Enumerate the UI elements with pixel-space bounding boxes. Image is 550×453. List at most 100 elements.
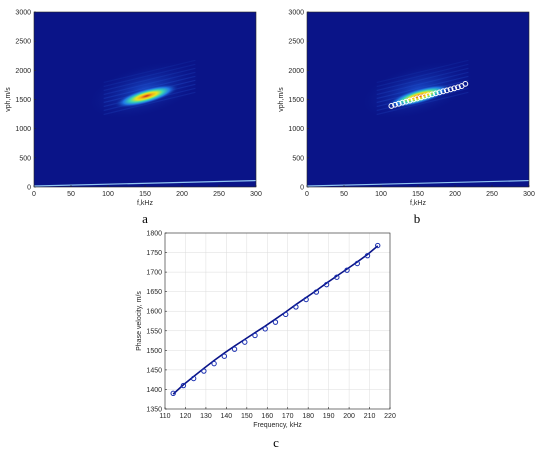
data-point <box>334 274 340 280</box>
spectrum-streak <box>103 59 196 84</box>
y-tick-label: 1600 <box>146 309 162 316</box>
y-axis-label: Phase velocity, m/s <box>136 291 143 351</box>
data-point <box>293 304 299 310</box>
x-tick-label: 210 <box>364 413 376 420</box>
y-tick-label: 2000 <box>288 68 304 75</box>
x-tick-label: 250 <box>213 191 225 198</box>
ridge-marker <box>443 87 450 94</box>
y-tick-label: 3000 <box>15 10 31 17</box>
ridge-marker <box>440 88 447 95</box>
data-point <box>201 368 207 374</box>
x-tick-label: 50 <box>67 191 75 198</box>
spectrum-streak <box>376 71 469 96</box>
ridge-marker <box>436 89 443 96</box>
ridge-marker <box>462 80 469 87</box>
data-point <box>242 339 248 345</box>
data-point <box>354 260 360 267</box>
ridge-marker <box>399 99 406 106</box>
data-point <box>180 382 187 389</box>
y-tick-label: 1700 <box>146 270 162 277</box>
x-tick-label: 160 <box>261 413 273 420</box>
y-tick-label: 1400 <box>146 387 162 394</box>
ridge-marker <box>403 98 410 105</box>
data-point <box>323 281 330 288</box>
data-point <box>252 332 258 339</box>
ridge-marker <box>447 86 454 93</box>
heatmap-content <box>34 59 256 187</box>
data-point <box>375 242 381 249</box>
data-point <box>364 252 371 259</box>
spectrum-streak <box>376 63 469 88</box>
x-tick-label: 200 <box>449 191 461 198</box>
y-tick-label: 2500 <box>15 39 31 46</box>
x-tick-label: 100 <box>375 191 387 198</box>
spectrum-streak <box>103 63 196 88</box>
x-tick-label: 140 <box>221 413 233 420</box>
x-axis-label: f,kHz <box>410 200 426 207</box>
y-tick-label: 3000 <box>288 10 304 17</box>
data-point <box>262 326 268 332</box>
ridge-marker <box>429 91 435 98</box>
y-tick-label: 0 <box>27 185 31 192</box>
spectrum-streak <box>103 67 196 92</box>
spectrum-streak <box>103 71 196 96</box>
data-point <box>170 390 176 397</box>
plot-frame <box>164 232 391 410</box>
y-tick-label: 1350 <box>146 407 162 414</box>
panel-letter-a: a <box>142 211 148 226</box>
ridge-marker <box>418 94 424 101</box>
data-point <box>272 319 279 325</box>
ridge-marker <box>410 96 417 103</box>
y-tick-label: 500 <box>19 155 31 162</box>
fit-line <box>172 245 379 395</box>
x-tick-label: 200 <box>176 191 188 198</box>
y-tick-label: 1650 <box>146 289 162 296</box>
x-tick-label: 110 <box>159 413 170 420</box>
ridge-marker <box>455 84 461 91</box>
x-tick-label: 170 <box>282 413 294 420</box>
chart-panel-c: 110 120 130 140 150 160 170 180 190 200 210 220 1350… <box>136 231 396 430</box>
x-axis-label: Frequency, kHz <box>253 422 302 429</box>
y-tick-label: 1500 <box>15 97 31 104</box>
data-point <box>231 346 238 352</box>
y-tick-label: 2000 <box>15 68 31 75</box>
x-tick-label: 0 <box>32 191 36 198</box>
data-point <box>344 267 350 273</box>
data-point <box>313 289 320 295</box>
y-tick-label: 1000 <box>15 126 31 133</box>
spectrum-peak <box>113 83 180 109</box>
x-tick-label: 200 <box>343 413 355 420</box>
data-point <box>221 353 228 359</box>
y-tick-label: 2500 <box>288 39 304 46</box>
x-tick-label: 250 <box>486 191 498 198</box>
data-point <box>303 296 309 303</box>
y-tick-label: 1550 <box>146 328 162 335</box>
data-point <box>190 375 197 382</box>
x-tick-label: 0 <box>305 191 309 198</box>
ridge-marker <box>432 90 439 97</box>
x-tick-label: 50 <box>340 191 348 198</box>
data-point <box>211 360 217 367</box>
ridge-marker <box>425 92 432 99</box>
x-tick-label: 130 <box>200 413 212 420</box>
x-tick-label: 150 <box>241 413 253 420</box>
x-tick-label: 300 <box>523 191 535 198</box>
chart-panel-a: 0 50 100 150 200 250 3000500100015002000250030… <box>5 10 262 208</box>
y-tick-label: 0 <box>300 185 304 192</box>
x-tick-label: 150 <box>412 191 424 198</box>
y-tick-label: 1000 <box>288 126 304 133</box>
ridge-marker <box>406 97 413 104</box>
panel-letter-b: b <box>414 211 421 226</box>
x-tick-label: 180 <box>302 413 314 420</box>
ridge-marker <box>421 93 428 100</box>
y-tick-label: 1500 <box>146 348 162 355</box>
x-tick-label: 220 <box>384 413 396 420</box>
heatmap-content <box>307 59 529 187</box>
y-axis-label: vph,m/s <box>5 87 12 112</box>
y-tick-label: 500 <box>292 155 304 162</box>
ridge-marker <box>395 100 402 107</box>
y-tick-label: 1450 <box>146 367 162 374</box>
spectrum-streak <box>376 59 469 84</box>
y-tick-label: 1500 <box>288 97 304 104</box>
